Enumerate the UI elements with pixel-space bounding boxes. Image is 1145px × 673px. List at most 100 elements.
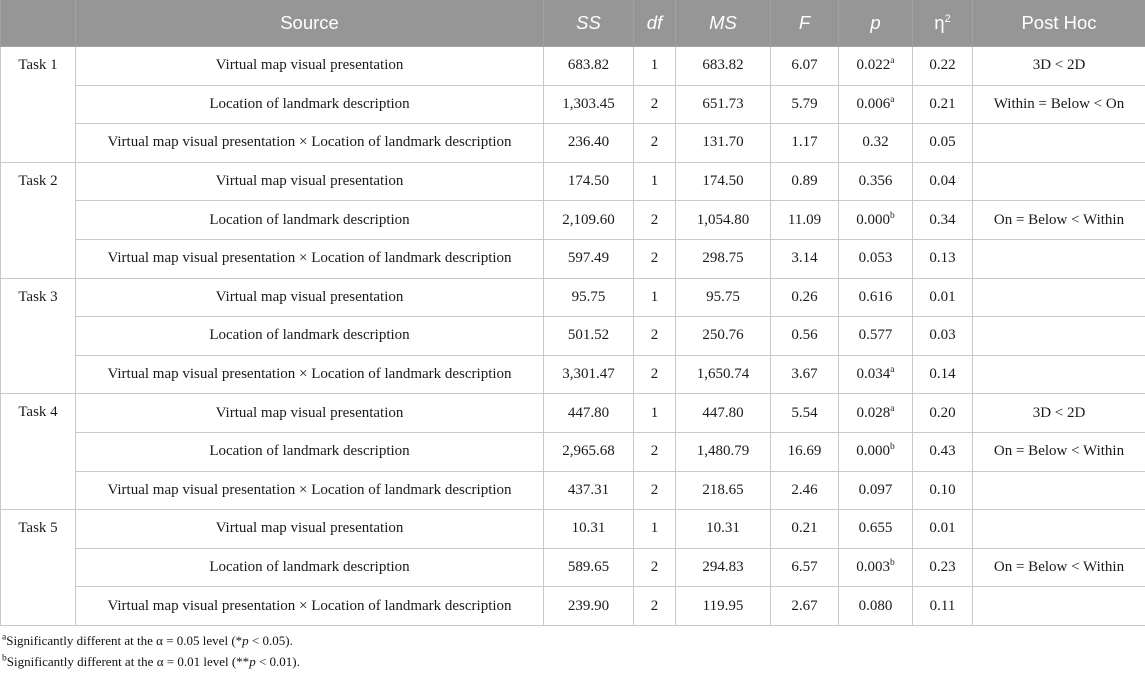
- cell-eta2: 0.11: [913, 587, 973, 626]
- cell-source: Location of landmark description: [76, 317, 544, 356]
- cell-source: Virtual map visual presentation: [76, 510, 544, 549]
- header-source: Source: [76, 0, 544, 47]
- footnote-a-text: Significantly different at the α = 0.05 …: [6, 633, 242, 648]
- header-posthoc: Post Hoc: [973, 0, 1145, 47]
- cell-f: 5.79: [771, 85, 839, 124]
- table-row: Virtual map visual presentation × Locati…: [1, 587, 1145, 626]
- cell-eta2: 0.34: [913, 201, 973, 240]
- cell-ss: 3,301.47: [544, 355, 634, 394]
- cell-p: 0.616: [839, 278, 913, 317]
- table-row: Location of landmark description 589.65 …: [1, 548, 1145, 587]
- anova-results-table: Source SS df MS F p η2 Post Hoc Task 1 V…: [0, 0, 1145, 626]
- cell-ms: 651.73: [676, 85, 771, 124]
- table-row: Location of landmark description 501.52 …: [1, 317, 1145, 356]
- cell-posthoc: [973, 278, 1145, 317]
- cell-ms: 218.65: [676, 471, 771, 510]
- cell-posthoc: On = Below < Within: [973, 201, 1145, 240]
- p-significance-marker: a: [890, 56, 894, 66]
- cell-ms: 131.70: [676, 124, 771, 163]
- table-row: Virtual map visual presentation × Locati…: [1, 124, 1145, 163]
- p-value: 0.655: [859, 520, 893, 536]
- task-label-cell: Task 5: [1, 510, 76, 626]
- table-row: Virtual map visual presentation × Locati…: [1, 239, 1145, 278]
- cell-ms: 174.50: [676, 162, 771, 201]
- cell-p: 0.32: [839, 124, 913, 163]
- footnote-b: bSignificantly different at the α = 0.01…: [2, 652, 1145, 673]
- footnote-a: aSignificantly different at the α = 0.05…: [2, 631, 1145, 652]
- cell-f: 6.07: [771, 47, 839, 86]
- cell-p: 0.000b: [839, 201, 913, 240]
- cell-eta2: 0.14: [913, 355, 973, 394]
- cell-ss: 239.90: [544, 587, 634, 626]
- cell-p: 0.356: [839, 162, 913, 201]
- eta-symbol: η: [934, 12, 944, 33]
- table-row: Task 5 Virtual map visual presentation 1…: [1, 510, 1145, 549]
- header-ms: MS: [676, 0, 771, 47]
- cell-p: 0.053: [839, 239, 913, 278]
- table-row: Task 4 Virtual map visual presentation 4…: [1, 394, 1145, 433]
- cell-p: 0.577: [839, 317, 913, 356]
- cell-f: 0.21: [771, 510, 839, 549]
- p-value: 0.616: [859, 289, 893, 305]
- cell-f: 2.46: [771, 471, 839, 510]
- cell-df: 2: [634, 355, 676, 394]
- p-significance-marker: b: [890, 558, 895, 568]
- cell-eta2: 0.04: [913, 162, 973, 201]
- cell-eta2: 0.23: [913, 548, 973, 587]
- cell-p: 0.655: [839, 510, 913, 549]
- cell-posthoc: Within = Below < On: [973, 85, 1145, 124]
- header-df: df: [634, 0, 676, 47]
- cell-ss: 437.31: [544, 471, 634, 510]
- table-row: Task 1 Virtual map visual presentation 6…: [1, 47, 1145, 86]
- cell-df: 1: [634, 162, 676, 201]
- cell-posthoc: 3D < 2D: [973, 47, 1145, 86]
- cell-df: 2: [634, 201, 676, 240]
- cell-ss: 1,303.45: [544, 85, 634, 124]
- task-label-cell: Task 4: [1, 394, 76, 510]
- cell-p: 0.034a: [839, 355, 913, 394]
- cell-ms: 250.76: [676, 317, 771, 356]
- p-value: 0.006: [857, 96, 891, 112]
- cell-p: 0.097: [839, 471, 913, 510]
- p-value: 0.000: [856, 443, 890, 459]
- p-value: 0.028: [857, 405, 891, 421]
- task-label-cell: Task 2: [1, 162, 76, 278]
- cell-source: Location of landmark description: [76, 85, 544, 124]
- cell-source: Virtual map visual presentation × Locati…: [76, 355, 544, 394]
- cell-source: Virtual map visual presentation × Locati…: [76, 587, 544, 626]
- cell-posthoc: 3D < 2D: [973, 394, 1145, 433]
- table-row: Task 3 Virtual map visual presentation 9…: [1, 278, 1145, 317]
- cell-p: 0.003b: [839, 548, 913, 587]
- cell-ss: 447.80: [544, 394, 634, 433]
- task-label-cell: Task 3: [1, 278, 76, 394]
- cell-df: 2: [634, 124, 676, 163]
- cell-ss: 174.50: [544, 162, 634, 201]
- cell-source: Location of landmark description: [76, 432, 544, 471]
- table-row: Task 2 Virtual map visual presentation 1…: [1, 162, 1145, 201]
- cell-ss: 2,109.60: [544, 201, 634, 240]
- cell-ms: 447.80: [676, 394, 771, 433]
- cell-p: 0.000b: [839, 432, 913, 471]
- header-eta-squared: η2: [913, 0, 973, 47]
- cell-df: 2: [634, 587, 676, 626]
- cell-posthoc: [973, 162, 1145, 201]
- table-footnotes: aSignificantly different at the α = 0.05…: [0, 631, 1145, 673]
- cell-f: 2.67: [771, 587, 839, 626]
- cell-posthoc: [973, 587, 1145, 626]
- footnote-a-tail: < 0.05).: [249, 633, 293, 648]
- header-p: p: [839, 0, 913, 47]
- table-row: Virtual map visual presentation × Locati…: [1, 471, 1145, 510]
- cell-eta2: 0.10: [913, 471, 973, 510]
- p-value: 0.000: [856, 212, 890, 228]
- p-significance-marker: a: [890, 365, 894, 375]
- cell-f: 0.56: [771, 317, 839, 356]
- cell-f: 11.09: [771, 201, 839, 240]
- cell-ms: 298.75: [676, 239, 771, 278]
- p-value: 0.053: [859, 250, 893, 266]
- p-value: 0.32: [862, 134, 888, 150]
- cell-f: 3.67: [771, 355, 839, 394]
- footnote-b-text: Significantly different at the α = 0.01 …: [7, 654, 249, 669]
- table-row: Location of landmark description 1,303.4…: [1, 85, 1145, 124]
- cell-df: 2: [634, 471, 676, 510]
- p-significance-marker: b: [890, 211, 895, 221]
